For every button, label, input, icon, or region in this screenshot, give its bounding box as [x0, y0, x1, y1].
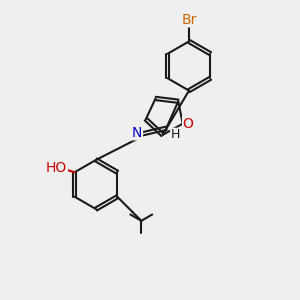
Text: O: O: [183, 117, 194, 131]
Text: HO: HO: [46, 161, 67, 175]
Text: H: H: [171, 128, 180, 141]
Text: N: N: [132, 126, 142, 140]
Text: Br: Br: [181, 13, 197, 27]
